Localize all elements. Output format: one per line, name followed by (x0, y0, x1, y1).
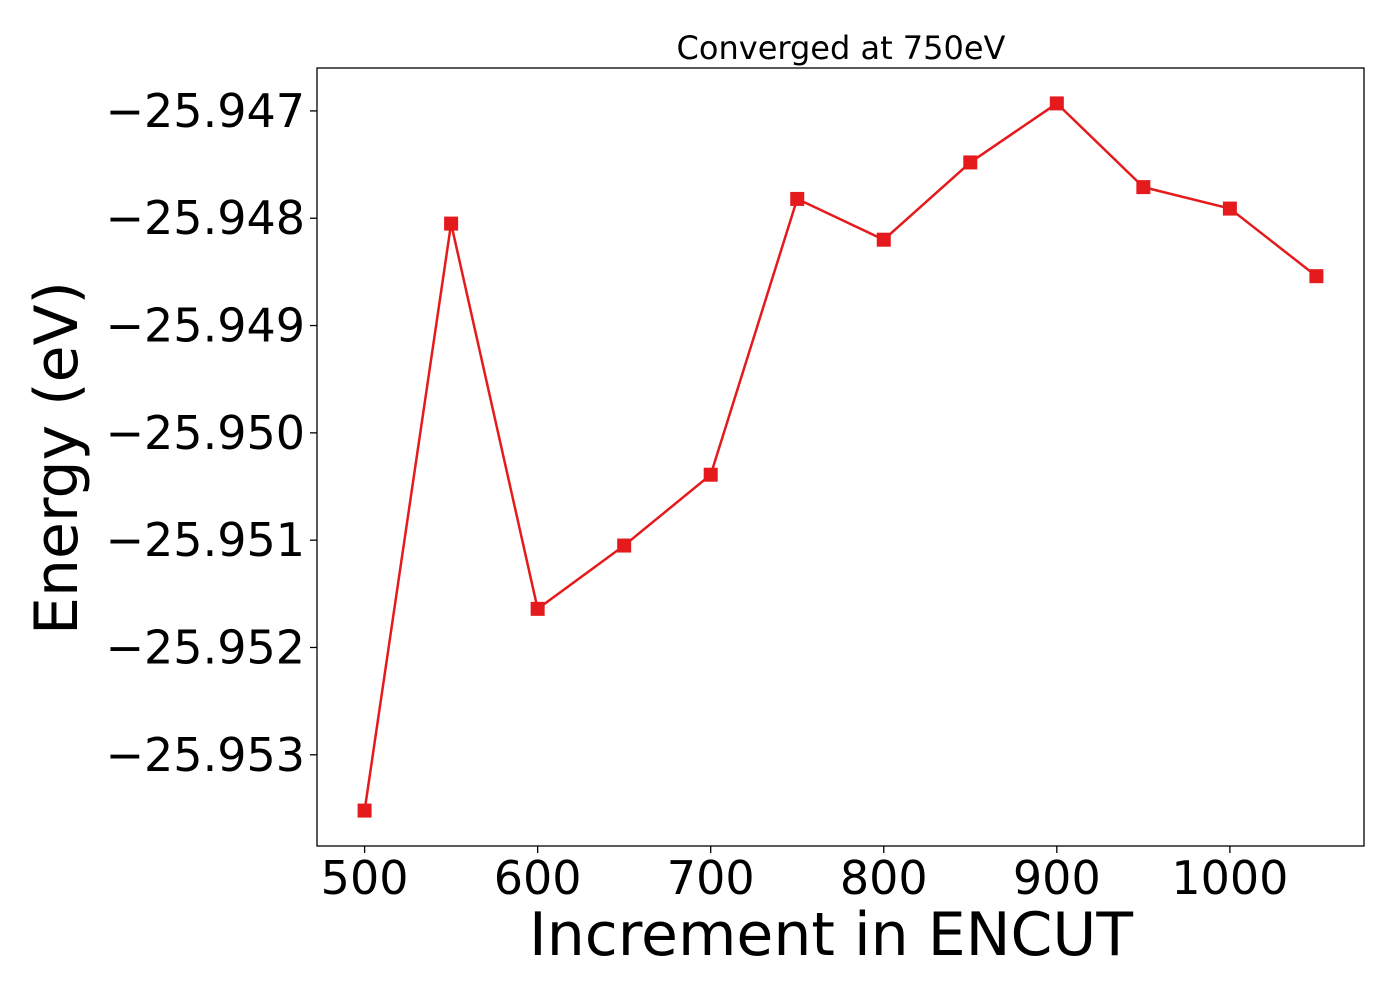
chart-title: Converged at 750eV (677, 29, 1006, 67)
x-tick-label: 800 (840, 851, 928, 905)
data-point-marker (1136, 180, 1151, 195)
y-tick-label: −25.947 (106, 84, 306, 138)
data-point-marker (357, 803, 372, 818)
series-line (363, 102, 1318, 811)
x-tick-label: 700 (667, 851, 755, 905)
y-tick-label: −25.951 (106, 513, 306, 567)
x-tick-label: 600 (494, 851, 582, 905)
x-tick-label: 1000 (1171, 851, 1288, 905)
data-point-marker (1222, 201, 1237, 216)
x-tick-label: 900 (1013, 851, 1101, 905)
y-tick-label: −25.950 (106, 406, 306, 460)
data-point-marker (444, 216, 459, 231)
x-tick-label: 500 (321, 851, 409, 905)
data-point-marker (876, 232, 891, 247)
data-point-marker (1309, 269, 1324, 284)
data-point-marker (530, 601, 545, 616)
x-ticks: 500 600 700 800 900 1000 (321, 846, 1288, 905)
data-point-marker (703, 467, 718, 482)
x-axis-label: Increment in ENCUT (529, 900, 1133, 970)
data-point-marker (963, 155, 978, 170)
y-tick-label: −25.953 (106, 728, 306, 782)
plot-frame (316, 67, 1365, 847)
y-tick-label: −25.952 (106, 620, 306, 674)
data-point-marker (790, 191, 805, 206)
y-axis-label: Energy (eV) (22, 281, 92, 635)
y-tick-label: −25.949 (106, 299, 306, 353)
plot-area (357, 96, 1324, 818)
data-point-marker (1049, 96, 1064, 111)
data-point-marker (617, 538, 632, 553)
y-tick-label: −25.948 (106, 191, 306, 245)
y-ticks: −25.953 −25.952 −25.951 −25.950 −25.949 −25.9… (106, 84, 317, 782)
